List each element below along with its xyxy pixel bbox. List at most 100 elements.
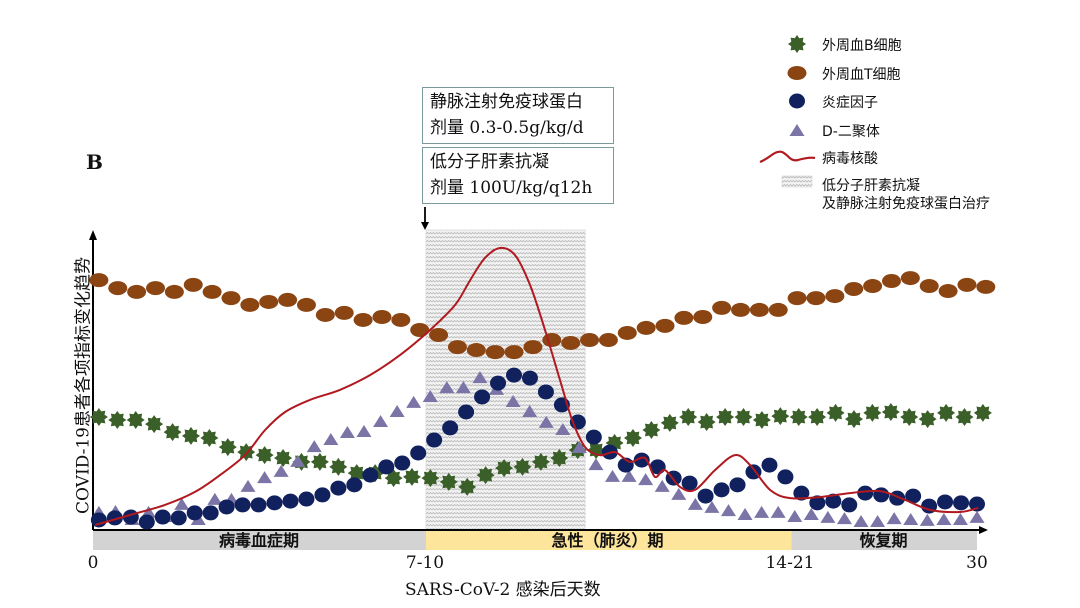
data-point-d-dimer — [522, 405, 538, 417]
data-point-d-dimer — [720, 504, 736, 517]
data-point-b-cells — [679, 408, 698, 426]
data-point-inflammatory — [282, 493, 299, 509]
data-point-t-cells — [844, 281, 864, 296]
data-point-inflammatory — [969, 496, 985, 512]
data-point-t-cells — [957, 277, 977, 292]
x-tick-14-21: 14-21 — [765, 553, 815, 573]
data-point-t-cells — [202, 284, 222, 299]
y-axis-label: COVID-19患者各项指标变化趋势 — [73, 257, 94, 514]
data-point-t-cells — [542, 333, 562, 348]
data-point-b-cells — [808, 408, 827, 426]
data-point-b-cells — [458, 477, 477, 496]
data-point-t-cells — [787, 291, 807, 306]
data-point-d-dimer — [389, 405, 405, 417]
data-point-inflammatory — [633, 452, 650, 468]
data-point-inflammatory — [218, 499, 235, 515]
series-layer — [89, 246, 996, 530]
data-point-b-cells — [973, 403, 992, 422]
data-point-b-cells — [347, 464, 366, 483]
data-point-b-cells — [845, 410, 863, 429]
data-point-d-dimer — [207, 492, 223, 505]
data-point-inflammatory — [681, 475, 698, 491]
series-inflammatory — [90, 367, 985, 530]
data-point-d-dimer — [787, 510, 803, 523]
data-point-inflammatory — [378, 459, 395, 475]
data-point-inflammatory — [426, 432, 443, 448]
legend-treatment-line2: 及静脉注射免疫球蛋白治疗 — [822, 196, 990, 212]
data-point-t-cells — [485, 345, 505, 360]
data-point-t-cells — [900, 271, 920, 286]
data-point-t-cells — [353, 312, 373, 327]
data-point-t-cells — [296, 297, 316, 312]
data-point-t-cells — [598, 333, 618, 348]
data-point-t-cells — [334, 305, 354, 320]
data-point-b-cells — [642, 421, 661, 439]
legend-hatch-treatment-icon — [781, 175, 813, 188]
data-point-b-cells — [476, 466, 495, 485]
legend-b-cells: 外周血B细胞 — [822, 38, 902, 54]
data-point-t-cells — [447, 340, 467, 355]
phase-bar-2 — [791, 531, 977, 550]
data-point-d-dimer — [687, 497, 703, 510]
data-point-b-cells — [310, 452, 329, 471]
data-point-t-cells — [881, 274, 901, 289]
data-point-d-dimer — [273, 464, 289, 477]
data-point-b-cells — [255, 446, 274, 465]
data-point-inflammatory — [905, 488, 922, 504]
data-point-t-cells — [315, 307, 335, 322]
lmwh-annotation-box: 低分子肝素抗凝 剂量 100U/kg/q12h — [422, 147, 614, 204]
data-point-d-dimer — [455, 381, 471, 394]
axes — [89, 230, 988, 534]
data-point-t-cells — [617, 325, 637, 340]
data-point-b-cells — [752, 411, 771, 429]
data-point-b-cells — [918, 410, 937, 429]
data-point-d-dimer — [638, 473, 654, 486]
data-point-b-cells — [697, 413, 716, 431]
data-point-d-dimer — [555, 422, 571, 435]
data-point-d-dimer — [886, 512, 902, 525]
data-point-t-cells — [655, 318, 675, 333]
data-point-d-dimer — [406, 395, 422, 408]
x-tick-0: 0 — [87, 553, 99, 573]
legend-line-viral-rna-icon — [759, 150, 816, 164]
data-point-b-cells — [182, 426, 200, 445]
data-point-inflammatory — [777, 469, 794, 485]
data-point-t-cells — [429, 328, 449, 343]
series-line-viral-rna — [94, 246, 979, 526]
data-point-inflammatory — [346, 477, 363, 493]
phase-bars — [93, 531, 977, 550]
data-point-inflammatory — [713, 482, 730, 498]
data-point-inflammatory — [234, 497, 251, 513]
data-point-d-dimer — [472, 371, 488, 384]
data-point-b-cells — [863, 403, 882, 422]
data-point-d-dimer — [936, 512, 952, 525]
data-point-d-dimer — [952, 512, 968, 525]
data-point-t-cells — [466, 343, 486, 358]
data-point-b-cells — [145, 415, 164, 434]
data-point-t-cells — [372, 310, 392, 325]
data-point-inflammatory — [857, 485, 874, 501]
data-point-d-dimer — [588, 458, 604, 471]
data-point-b-cells — [439, 472, 458, 491]
data-point-b-cells — [421, 469, 440, 488]
data-point-d-dimer — [820, 510, 836, 523]
data-point-t-cells — [976, 279, 996, 294]
x-axis-arrow-icon — [979, 526, 988, 534]
data-point-inflammatory — [937, 494, 954, 510]
data-point-inflammatory — [585, 429, 602, 445]
legend-inflammatory: 炎症因子 — [822, 95, 878, 111]
data-point-inflammatory — [394, 455, 411, 471]
data-point-inflammatory — [505, 367, 522, 383]
data-point-inflammatory — [250, 497, 267, 513]
data-point-inflammatory — [841, 497, 858, 513]
data-point-b-cells — [274, 449, 293, 467]
legend-viral-rna: 病毒核酸 — [822, 151, 878, 167]
data-point-b-cells — [624, 429, 642, 447]
data-point-d-dimer — [919, 513, 935, 526]
data-point-b-cells — [660, 413, 679, 432]
data-point-t-cells — [938, 284, 958, 299]
data-point-d-dimer — [754, 505, 770, 518]
legend-d-dimer: D-二聚体 — [822, 124, 880, 140]
data-point-inflammatory — [170, 510, 187, 526]
